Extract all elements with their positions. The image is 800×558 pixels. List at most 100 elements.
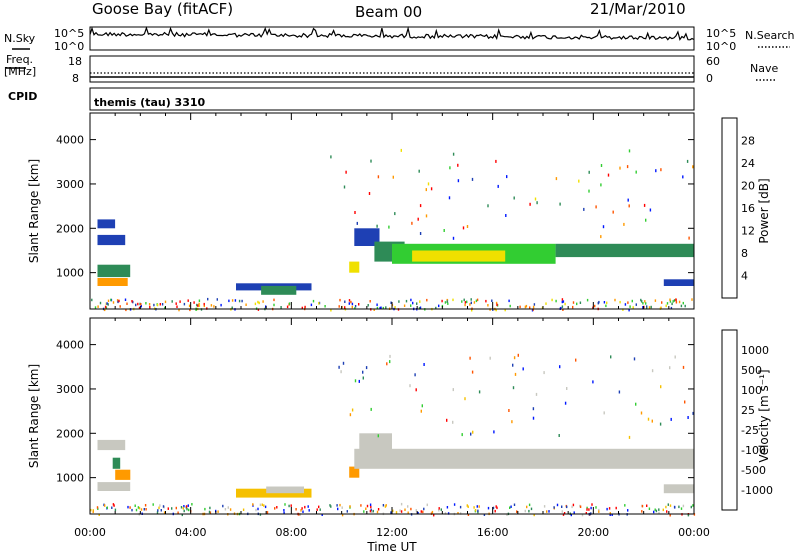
power-scatter-point	[588, 189, 590, 193]
velocity-clutter-point	[370, 508, 372, 512]
x-tick-label: 08:00	[275, 526, 307, 539]
power-scatter-point	[354, 211, 356, 214]
power-scatter-point	[495, 159, 497, 163]
velocity-clutter-point	[690, 505, 692, 509]
power-clutter-point	[680, 304, 683, 308]
power-clutter-point	[597, 301, 599, 305]
power-clutter-point	[330, 309, 332, 312]
power-clutter-point	[376, 306, 379, 310]
velocity-clutter-point	[363, 510, 365, 513]
velocity-clutter-point	[255, 508, 257, 512]
power-scatter-point	[506, 175, 508, 179]
velocity-clutter-point	[135, 508, 138, 512]
velocity-clutter-point	[492, 506, 495, 510]
velocity-scatter-point	[389, 360, 391, 364]
velocity-clutter-point	[377, 508, 380, 511]
power-clutter-point	[241, 299, 243, 303]
velocity-clutter-point	[682, 504, 685, 508]
velocity-clutter-point	[171, 507, 173, 510]
velocity-clutter-point	[284, 503, 286, 506]
power-scatter-point	[612, 210, 614, 214]
velocity-scatter-point	[687, 416, 689, 419]
power-clutter-point	[684, 304, 686, 308]
velocity-clutter-point	[513, 503, 516, 506]
power-clutter-point	[675, 301, 678, 304]
velocity-clutter-point	[92, 509, 94, 512]
power-clutter-point	[576, 302, 578, 306]
velocity-clutter-point	[524, 509, 526, 513]
power-region-2	[97, 234, 126, 246]
power-scatter-point	[595, 205, 597, 209]
power-clutter-point	[373, 308, 375, 311]
velocity-scatter-point	[342, 361, 345, 365]
velocity-clutter-point	[496, 506, 498, 510]
power-clutter-point	[572, 305, 574, 309]
power-clutter-point	[441, 299, 443, 303]
power-scatter-point	[688, 236, 690, 240]
velocity-clutter-point	[431, 510, 434, 514]
power-region-0	[97, 278, 128, 286]
power-clutter-point	[216, 298, 218, 301]
velocity-scatter-point	[338, 365, 340, 369]
power-x-ticks	[89, 113, 695, 309]
velocity-scatter-point	[517, 353, 519, 357]
velocity-scatter-point	[647, 417, 650, 421]
velocity-clutter-point	[300, 509, 302, 512]
velocity-clutter-point	[407, 505, 409, 508]
power-scatter-point	[400, 148, 402, 152]
velocity-scatter-point	[535, 392, 538, 396]
velocity-clutter-point	[217, 510, 219, 513]
velocity-clutter-point	[459, 505, 462, 509]
velocity-clutter-point	[665, 505, 667, 509]
velocity-clutter-point	[222, 504, 224, 508]
power-y-ticks: 1000 2000 3000 4000	[56, 134, 694, 280]
velocity-clutter-point	[152, 503, 154, 506]
velocity-clutter-point	[283, 509, 285, 512]
velocity-clutter-point	[654, 508, 656, 511]
power-scatter-point	[466, 225, 469, 228]
power-scatter-point	[449, 166, 451, 170]
velocity-clutter-point	[407, 511, 409, 514]
velocity-clutter-point	[687, 513, 690, 517]
power-clutter-point	[394, 306, 396, 309]
power-clutter-point	[220, 303, 222, 307]
velocity-scatter-point	[377, 434, 379, 438]
power-clutter-point	[198, 302, 200, 306]
velocity-clutter-point	[467, 513, 470, 516]
power-clutter-point	[561, 305, 564, 308]
power-clutter-point	[380, 306, 382, 309]
power-clutter-point	[254, 302, 257, 306]
power-clutter-point	[562, 300, 565, 303]
velocity-scatter-point	[420, 409, 422, 413]
velocity-scatter-point	[592, 380, 594, 384]
power-scatter-point	[536, 201, 538, 205]
velocity-region-9	[663, 484, 694, 494]
power-clutter-point	[476, 298, 479, 302]
power-clutter-point	[452, 298, 454, 302]
velocity-clutter-point	[447, 512, 450, 515]
power-clutter-point	[650, 305, 652, 309]
velocity-clutter-point	[548, 510, 550, 513]
velocity-clutter-point	[209, 511, 212, 514]
velocity-region-0	[97, 439, 126, 451]
velocity-scatter-point	[469, 356, 471, 360]
velocity-scatter-point	[660, 385, 662, 389]
power-clutter-point	[94, 306, 97, 309]
power-clutter-point	[485, 299, 487, 303]
power-clutter-point	[104, 308, 106, 312]
power-clutter-point	[495, 301, 498, 305]
velocity-clutter-point	[209, 506, 211, 510]
power-colorbar-tick-label: 16	[741, 202, 755, 215]
power-scatter-point	[330, 155, 332, 159]
velocity-clutter-point	[509, 506, 511, 509]
power-clutter-point	[379, 306, 381, 310]
velocity-clutter-point	[167, 507, 169, 510]
velocity-clutter-point	[641, 504, 644, 508]
velocity-clutter-point	[390, 511, 392, 514]
velocity-clutter-point	[483, 513, 486, 516]
velocity-clutter-point	[556, 503, 559, 507]
velocity-scatter-point	[409, 384, 411, 388]
velocity-clutter-point	[371, 510, 373, 513]
power-scatter-point	[607, 173, 610, 177]
power-clutter-point	[572, 301, 575, 304]
